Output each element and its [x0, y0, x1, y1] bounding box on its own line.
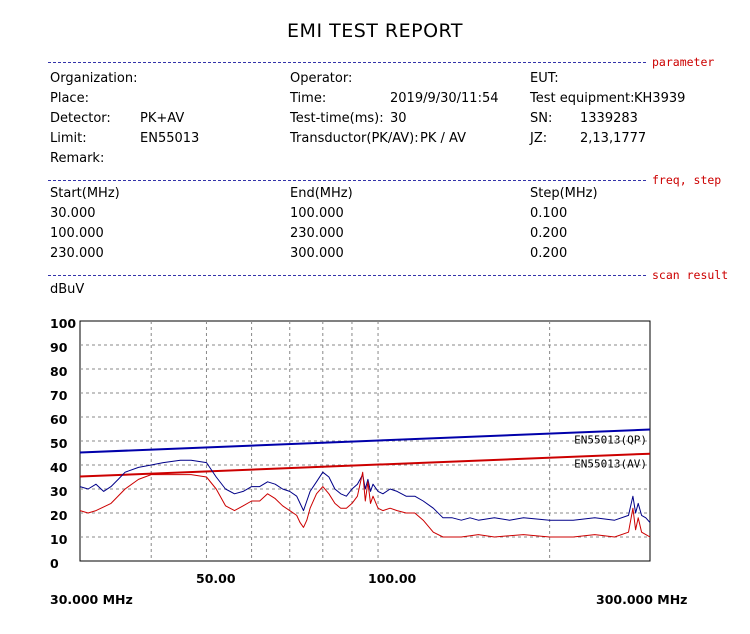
- report-title: EMI TEST REPORT: [287, 20, 463, 42]
- y-tick-label: 40: [50, 460, 68, 475]
- y-tick-label: 30: [50, 484, 68, 499]
- freq-cell: 100.000: [290, 206, 344, 221]
- limit-line-1: [79, 452, 651, 478]
- jz-label: JZ:: [530, 131, 548, 146]
- parameter-divider: [48, 62, 646, 63]
- transductor-value: PK / AV: [420, 131, 466, 146]
- y-tick-label: 100: [50, 316, 77, 331]
- x-end-label: 300.000 MHz: [596, 592, 688, 607]
- freq-cell: 100.000: [50, 226, 104, 241]
- detector-label: Detector:: [50, 111, 111, 126]
- remark-label: Remark:: [50, 151, 105, 166]
- freq-cell: 30.000: [50, 206, 96, 221]
- eut-label: EUT:: [530, 71, 559, 86]
- y-tick-label: 70: [50, 388, 68, 403]
- y-tick-label: 10: [50, 532, 68, 547]
- limit-line-label: EN55013(AV): [574, 458, 647, 471]
- measured-trace-measured-av: [79, 471, 651, 538]
- limit-line-0: [79, 428, 651, 454]
- freq-header-step: Step(MHz): [530, 186, 598, 201]
- operator-label: Operator:: [290, 71, 353, 86]
- freq-cell: 230.000: [50, 246, 104, 261]
- scan-result-section-label: scan result: [652, 268, 729, 282]
- place-label: Place:: [50, 91, 89, 106]
- limit-line-label: EN55013(QP): [574, 433, 647, 446]
- jz-value: 2,13,1777: [580, 131, 647, 146]
- organization-label: Organization:: [50, 71, 138, 86]
- y-tick-label: 50: [50, 436, 68, 451]
- freq-cell: 0.200: [530, 226, 568, 241]
- freq-header-end: End(MHz): [290, 186, 353, 201]
- scan-result-divider: [48, 275, 646, 276]
- time-label: Time:: [290, 91, 327, 106]
- y-tick-label: 0: [50, 556, 59, 571]
- x-start-label: 30.000 MHz: [50, 592, 133, 607]
- y-axis-unit: dBuV: [50, 282, 85, 297]
- freq-cell: 300.000: [290, 246, 344, 261]
- y-tick-label: 60: [50, 412, 68, 427]
- test-equipment-value: KH3939: [634, 91, 686, 106]
- freq-cell: 0.100: [530, 206, 568, 221]
- freq-step-section-label: freq, step: [652, 173, 722, 187]
- x-tick-label-100: 100.00: [368, 571, 417, 586]
- parameter-section-label: parameter: [652, 55, 715, 69]
- limit-value: EN55013: [140, 131, 200, 146]
- test-time-value: 30: [390, 111, 407, 126]
- detector-value: PK+AV: [140, 111, 185, 126]
- freq-step-divider: [48, 180, 646, 181]
- x-tick-label-50: 50.00: [196, 571, 236, 586]
- y-tick-label: 90: [50, 340, 68, 355]
- freq-cell: 230.000: [290, 226, 344, 241]
- sn-label: SN:: [530, 111, 553, 126]
- y-tick-label: 80: [50, 364, 68, 379]
- y-tick-label: 20: [50, 508, 68, 523]
- limit-label: Limit:: [50, 131, 87, 146]
- measured-trace-measured-pk: [79, 459, 651, 523]
- sn-value: 1339283: [580, 111, 638, 126]
- freq-cell: 0.200: [530, 246, 568, 261]
- test-equipment-label: Test equipment:: [530, 91, 635, 106]
- time-value: 2019/9/30/11:54: [390, 91, 499, 106]
- transductor-label: Transductor(PK/AV):: [290, 131, 419, 146]
- test-time-label: Test-time(ms):: [290, 111, 384, 126]
- freq-header-start: Start(MHz): [50, 186, 120, 201]
